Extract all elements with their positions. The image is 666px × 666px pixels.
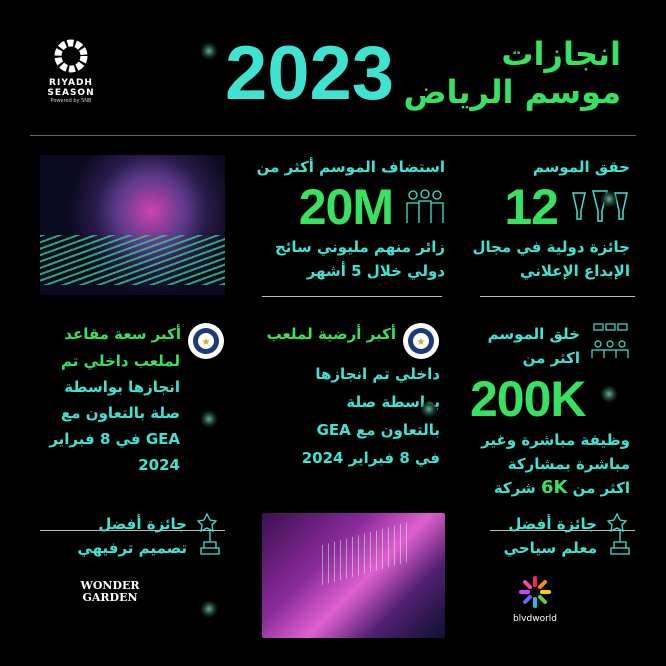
award-text: معلم سياحي bbox=[503, 539, 597, 557]
stat-heading: استضاف الموسم أكثر من bbox=[256, 158, 445, 176]
divider bbox=[40, 530, 225, 531]
award-text: جائزة أفضل bbox=[508, 515, 597, 533]
brand-powered: Powered by SNB bbox=[50, 98, 92, 104]
stat-body: مباشرة بمشاركة bbox=[507, 455, 630, 473]
title-line1: انجازات bbox=[501, 35, 621, 73]
star-trophy-icon bbox=[196, 512, 220, 555]
firework-decoration bbox=[600, 190, 618, 208]
firework-decoration bbox=[420, 400, 438, 418]
guinness-world-records-icon: ★ bbox=[403, 323, 439, 359]
title-line2: موسم الرياض bbox=[403, 73, 621, 111]
firework-decoration bbox=[200, 600, 218, 618]
sphere-photo bbox=[40, 155, 225, 295]
divider bbox=[262, 296, 442, 297]
season-logo-icon bbox=[54, 39, 88, 73]
award-text: تصميم ترفيهي bbox=[77, 539, 187, 557]
companies-count: 6K bbox=[540, 477, 568, 498]
stat-value: 20M bbox=[298, 179, 394, 235]
svg-text:★: ★ bbox=[417, 337, 426, 348]
record-body: داخلي تم انجازها bbox=[315, 365, 440, 383]
riyadh-season-logo: RIYADH SEASON Powered by SNB bbox=[38, 38, 104, 104]
record-body: انجازها بواسطة bbox=[64, 378, 180, 396]
stat-visitors: استضاف الموسم أكثر من 20M زائر منهم مليو… bbox=[250, 155, 445, 283]
stat-body: وظيفة مباشرة وغير bbox=[481, 431, 630, 449]
stat-awards: حقق الموسم 12 جائزة دولية في مجال الإبدا… bbox=[470, 155, 630, 283]
record-heading: أكبر سعة مقاعد bbox=[64, 325, 181, 343]
divider bbox=[490, 530, 635, 531]
firework-decoration bbox=[600, 385, 618, 403]
org-chart-icon bbox=[591, 323, 629, 358]
stat-value: 12 bbox=[504, 179, 559, 235]
award-landmark: جائزة أفضل معلم سياحي blvdworld bbox=[480, 512, 635, 624]
blvdworld-logo-text: blvdworld bbox=[512, 614, 558, 624]
award-text: جائزة أفضل bbox=[98, 515, 187, 533]
stat-body: اكثر من 6K شركة bbox=[470, 476, 630, 500]
stat-body: جائزة دولية في مجال bbox=[472, 238, 630, 256]
firework-decoration bbox=[200, 410, 218, 428]
guinness-world-records-icon: ★ bbox=[188, 323, 224, 359]
record-body: صلة بالتعاون مع bbox=[61, 404, 180, 422]
record-body: بالتعاون مع GEA bbox=[316, 421, 440, 439]
divider bbox=[480, 296, 635, 297]
stat-value: 200K bbox=[470, 371, 587, 427]
record-body: بواسطة صلة bbox=[346, 393, 440, 411]
record-heading: أكبر أرضية لملعب bbox=[266, 325, 396, 343]
wonder-garden-logo: WONDER GARDEN bbox=[80, 579, 140, 604]
record-floor: أكبر أرضية لملعب ★ داخلي تم انجازها بواس… bbox=[260, 322, 440, 472]
stat-body: زائر منهم مليوني سائح bbox=[274, 238, 445, 256]
award-entertainment: جائزة أفضل تصميم ترفيهي WONDER GARDEN bbox=[40, 512, 225, 604]
firework-decoration bbox=[200, 42, 218, 60]
record-body: لملعب داخلي تم bbox=[61, 352, 180, 370]
blvdworld-logo: blvdworld bbox=[510, 574, 560, 624]
record-body: GEA في 8 فبراير bbox=[49, 430, 180, 448]
record-body: في 8 فبراير 2024 bbox=[301, 449, 440, 467]
stat-body-text: شركة bbox=[493, 479, 536, 497]
stat-heading: اكثر من bbox=[522, 349, 580, 367]
stat-heading: خلق الموسم bbox=[487, 325, 580, 343]
stat-body: دولي خلال 5 أشهر bbox=[306, 262, 445, 280]
stat-heading: حقق الموسم bbox=[532, 158, 630, 176]
year-title: 2023 bbox=[225, 31, 395, 116]
stat-jobs: خلق الموسم اكثر من 200K وظيفة مباشرة وغير… bbox=[470, 322, 630, 500]
header-divider bbox=[30, 135, 636, 136]
people-icon bbox=[406, 189, 444, 223]
record-body: 2024 bbox=[138, 456, 180, 474]
star-trophy-icon bbox=[606, 512, 630, 555]
stat-body-text: اكثر من bbox=[572, 479, 630, 497]
brand-line1: RIYADH bbox=[49, 78, 93, 88]
brand-line2: SEASON bbox=[47, 88, 95, 98]
stat-body: الإبداع الإعلاني bbox=[520, 262, 630, 280]
record-seats: أكبر سعة مقاعد ★ لملعب داخلي تم انجازها … bbox=[30, 322, 225, 478]
svg-text:★: ★ bbox=[202, 337, 211, 348]
venue-photo bbox=[262, 513, 445, 638]
